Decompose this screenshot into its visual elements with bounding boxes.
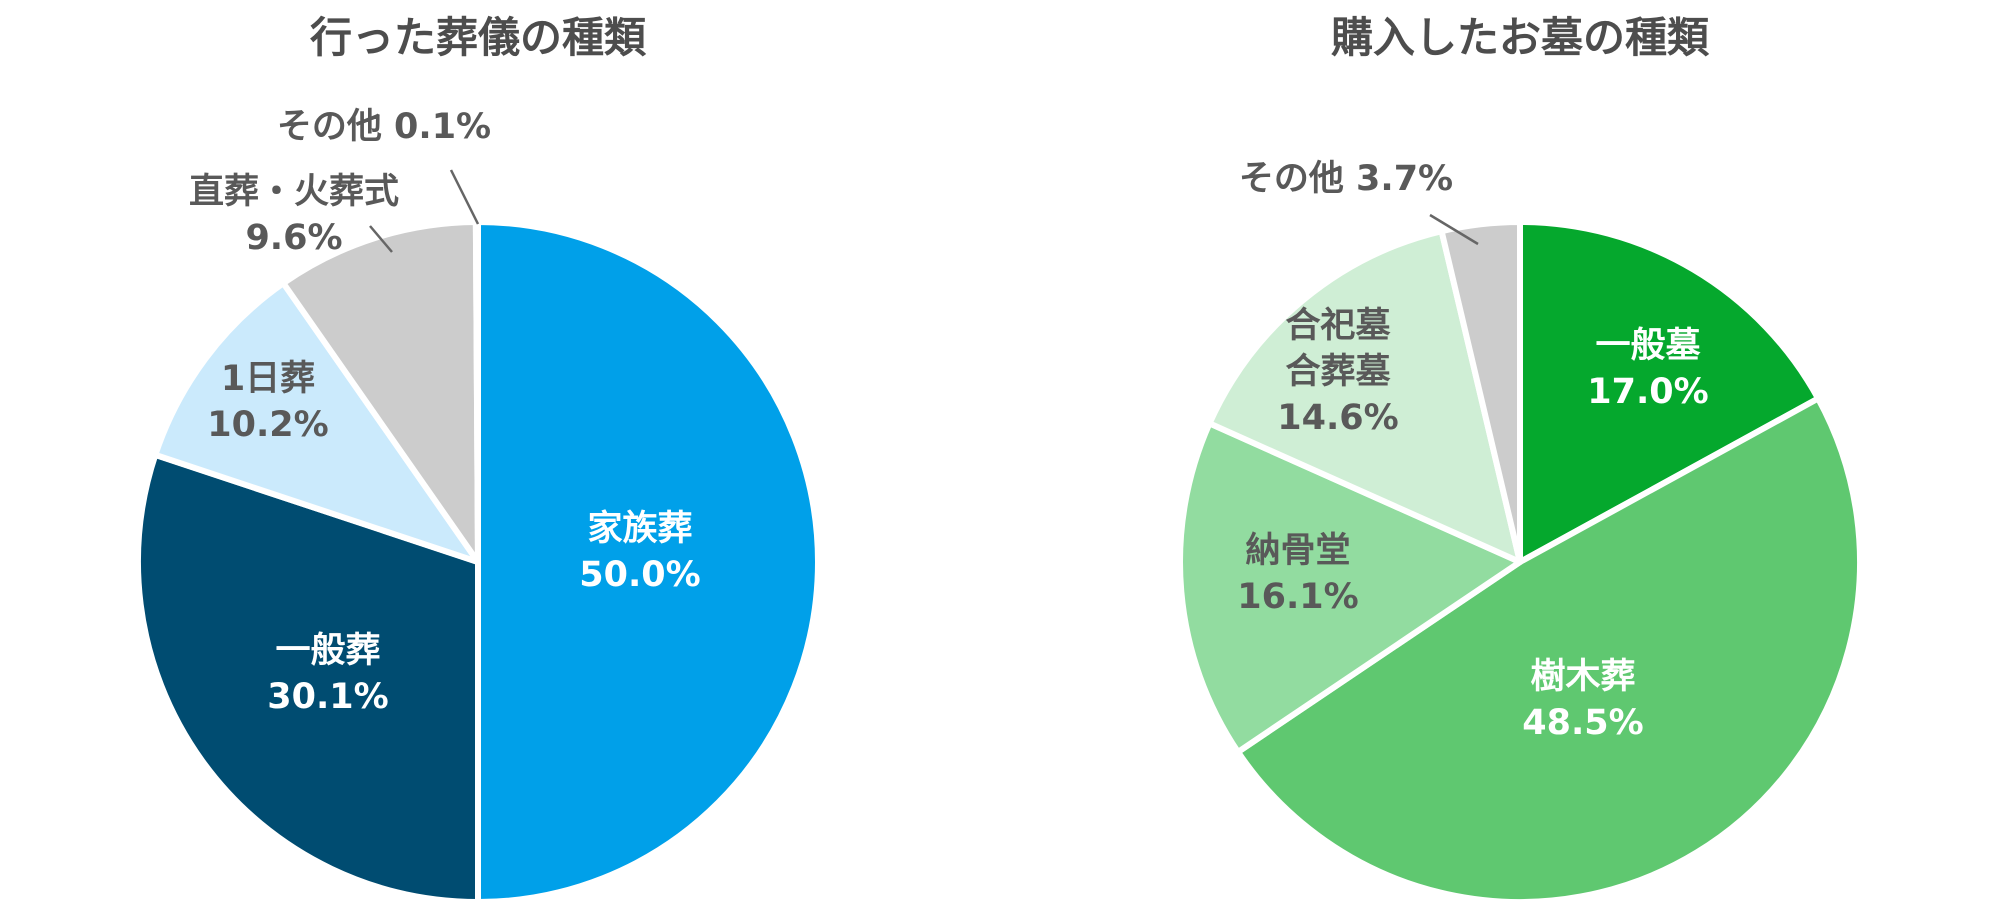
funeral-chart-title: 行った葬儀の種類 [310,13,647,62]
leader-line-direct-cremation [369,225,393,253]
pie-slice-other [472,219,481,565]
pie-slice-general-grave [1517,219,1822,565]
grave-chart-title: 購入したお墓の種類 [1331,13,1710,62]
pie-slice-family-funeral [475,219,821,905]
slice-label-one-day-funeral: 1日葬 10.2% [207,359,328,445]
slice-label-general-funeral: 一般葬 30.1% [267,631,388,717]
pie-slice-one-day-funeral [152,280,481,565]
leader-line-other [449,169,480,225]
slice-label-general-grave: 一般墓 17.0% [1587,326,1708,412]
slice-label-other: その他 0.1% [277,107,491,147]
slice-label-family-funeral: 家族葬 50.0% [579,509,700,595]
slice-label-tree-burial: 樹木葬 48.5% [1522,657,1643,743]
pie-slice-columbarium [1177,420,1523,755]
pie-slice-other [1438,219,1523,565]
pie-slice-direct-cremation [280,219,481,565]
slice-label-joint-burial: 合祀墓合葬墓 14.6% [1277,306,1398,438]
pie-slice-joint-burial [1206,228,1523,565]
pie-slice-tree-burial [1235,395,1863,905]
slice-label-other: その他 3.7% [1239,159,1453,199]
grave-type-pie-chart: 購入したお墓の種類 一般墓 17.0% 樹木葬 48.5% 納骨堂 16.1% 合祀墓合葬墓… [1177,13,1863,905]
slice-label-columbarium: 納骨堂 16.1% [1237,531,1358,617]
leader-line-other [1429,213,1479,246]
slice-label-direct-cremation: 直葬・火葬式 9.6% [189,172,399,258]
pie-slice-general-funeral [135,451,481,905]
funeral-type-pie-chart: 行った葬儀の種類 家族葬 50.0% 一般葬 30.1% 1日葬 10.2% 直葬・火葬式 9… [135,13,821,905]
